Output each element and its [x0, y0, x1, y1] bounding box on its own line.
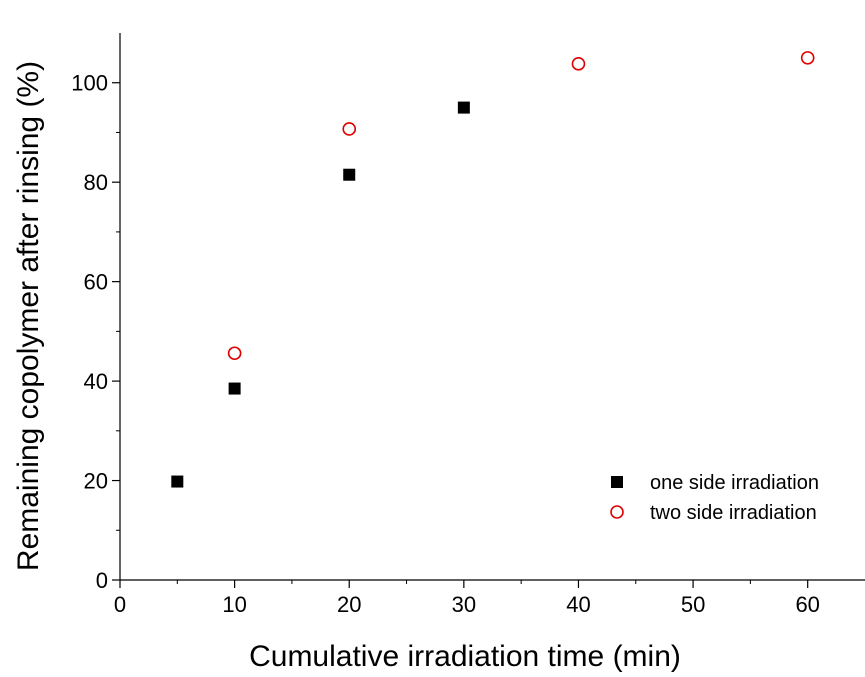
legend-item: two side irradiation	[610, 502, 817, 524]
y-tick-label: 60	[84, 270, 108, 295]
x-tick-label: 50	[681, 592, 705, 617]
tick-marks	[112, 82, 809, 588]
data-point	[227, 346, 242, 361]
data-point	[343, 168, 356, 181]
axes	[119, 33, 865, 581]
y-tick-label: 80	[84, 170, 108, 195]
legend-label: one side irradiation	[650, 472, 819, 494]
x-axis-title: Cumulative irradiation time (min)	[249, 640, 681, 673]
x-tick-label: 10	[222, 592, 246, 617]
legend: one side irradiation two side irradiation	[610, 472, 819, 524]
x-tick-label: 20	[337, 592, 361, 617]
x-tick-label: 60	[795, 592, 819, 617]
data-point	[457, 101, 470, 114]
y-tick-label: 40	[84, 369, 108, 394]
y-tick-label: 20	[84, 469, 108, 494]
y-tick-label: 0	[96, 568, 108, 593]
data-point	[571, 57, 586, 71]
legend-marker	[610, 505, 624, 519]
data-point	[228, 382, 241, 395]
data-point	[800, 51, 815, 65]
x-tick-label: 40	[566, 592, 590, 617]
data-series	[171, 51, 815, 488]
x-tick-label: 0	[114, 592, 126, 617]
legend-item: one side irradiation	[611, 472, 819, 494]
y-tick-label: 100	[71, 71, 108, 96]
legend-label: two side irradiation	[650, 502, 817, 524]
data-point	[342, 122, 357, 136]
legend-marker	[611, 476, 623, 488]
series-1	[171, 101, 470, 488]
data-point	[171, 475, 184, 488]
x-tick-label: 30	[452, 592, 476, 617]
y-axis-title: Remaining copolymer after rinsing (%)	[12, 61, 45, 571]
tick-labels: 0 10 20 30 40 50 60 0 20 40 60 80 100	[71, 71, 820, 617]
series-2	[227, 51, 815, 361]
